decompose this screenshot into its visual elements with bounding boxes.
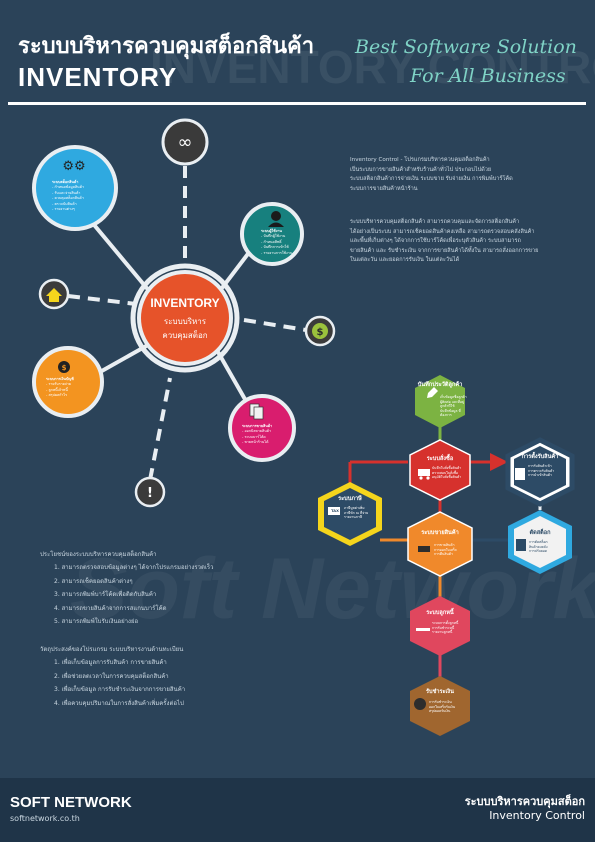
footer: SOFT NETWORK softnetwork.co.th ระบบบริหา… — [0, 778, 595, 842]
truck-icon — [418, 469, 430, 476]
flow-record-text: เก็บข้อมูลชื่อลูกค้า ผู้ติดต่อ และที่อยู… — [440, 395, 467, 418]
list-item: 3. เพื่อเก็บข้อมูล การรับชำระเงินจากการข… — [54, 686, 186, 694]
flow-purchase-text: บันทึกใบสั่งซื้อสินค้า ตรวจสอบใบสั่งซื้อ… — [432, 466, 462, 480]
infinity-icon: ∞ — [178, 132, 193, 153]
flow-tax-tag: TAX — [331, 509, 339, 513]
hub-title: INVENTORY — [150, 296, 220, 310]
flow-receive-text: การรับสินค้าเข้า การตรวจรับสินค้า การนำเ… — [528, 464, 555, 478]
flow-tax-title: ระบบภาษี — [338, 496, 362, 502]
benefits-list: ประโยชน์ของระบบบริหารควบคุมสต็อกสินค้า 1… — [40, 548, 320, 628]
flow-sales-hex — [407, 511, 473, 577]
objectives-heading: วัตถุประสงค์ของโปรแกรม ระบบบริหารงานด้าน… — [40, 646, 184, 653]
calculator-icon — [516, 539, 526, 551]
footer-brand: SOFT NETWORK — [10, 794, 132, 811]
flow-stock-text: การตัดสต็อก สินค้าคงคลัง การปรับยอด — [529, 540, 548, 554]
list-item: 3. สามารถพิมพ์บาร์โค้ดเพื่อติดกับสินค้า — [54, 591, 157, 599]
flow-purchase-hex — [409, 439, 471, 501]
connector-home — [67, 294, 137, 306]
list-item: 4. เพื่อควบคุมปริมาณในการสั่งสินค้าเพิ่ม… — [54, 699, 184, 707]
flow-record-hex — [415, 375, 465, 428]
orange-satellite — [32, 346, 104, 418]
connector-pink — [216, 351, 252, 409]
home-icon — [46, 288, 62, 302]
watermark-top: INVENTORY CONTROL — [150, 41, 595, 93]
flow-debtor-hex — [410, 596, 470, 656]
coin-icon — [58, 361, 70, 373]
objectives-list: วัตถุประสงค์ของโปรแกรม ระบบบริหารงานด้าน… — [40, 643, 320, 710]
clipboard-icon — [515, 468, 525, 480]
intro-paragraph-1: Inventory Control - โปรแกรมบริหารควบคุมส… — [350, 157, 513, 192]
alert-node — [134, 476, 166, 508]
slogan-line-2: For All Business — [410, 65, 566, 87]
flow-record-title: บันทึกประวัติลูกค้า — [417, 382, 463, 388]
list-item: 5. สามารถพิมพ์ใบรับเงินอย่างย่อ — [54, 618, 139, 626]
flow-receive-inner — [514, 446, 566, 498]
flow-tax-text: ภาษีมูลค่าเพิ่ม ภาษีหัก ณ ที่จ่าย รายงาน… — [344, 506, 369, 520]
hub-line-2: ระบบบริหาร — [163, 317, 207, 326]
tax-tag-icon — [328, 507, 340, 515]
intro-paragraph-2: ระบบบริหารควบคุมสต็อกสินค้า สามารถควบคุม… — [350, 219, 539, 264]
flow-debtor-text: ระบบการตั้งลูกหนี้ การรับชำระหนี้ รายงาน… — [432, 621, 459, 635]
header-divider — [8, 102, 586, 105]
list-item: 1. เพื่อเก็บข้อมูลการรับสินค้า การขายสิน… — [54, 659, 167, 667]
footer-url[interactable]: softnetwork.co.th — [10, 814, 80, 823]
flow-receive-title: การตั้งรับสินค้า — [521, 454, 559, 460]
hub-outer-ring — [130, 263, 240, 373]
connector-blue — [88, 218, 152, 294]
footer-product-thai: ระบบบริหารควบคุมสต็อก — [464, 796, 585, 808]
alert-icon: ! — [147, 486, 153, 501]
connector-orange — [99, 343, 149, 374]
watermark-mid: Soft Network — [70, 541, 595, 637]
list-item: 2. เพื่อช่วยลดเวลาในการควบคุมสต็อกสินค้า — [54, 672, 169, 680]
hub-line-3: ควบคุมสต็อก — [162, 331, 208, 340]
pink-satellite-text: ระบบการขายสินค้า - ออกบิลขายสินค้า - ระบ… — [242, 424, 273, 445]
flow-purchase-title: ระบบสั่งซื้อ — [426, 456, 454, 462]
pencil-icon — [427, 387, 438, 398]
users-icon — [271, 211, 281, 221]
dollar-icon: $ — [317, 327, 324, 338]
teal-satellite-text: ระบบผู้ใช้งาน - บันทึกผู้ใช้งาน - กำหนดส… — [261, 229, 293, 255]
flow-tax-inner — [324, 488, 376, 540]
slogan-line-1: Best Software Solution — [355, 36, 577, 58]
list-item: 4. สามารถขายสินค้าจากการสแกนบาร์โค้ด — [54, 604, 167, 612]
people-icon — [416, 628, 430, 631]
flow-payment-hex — [410, 676, 470, 736]
flow-payment-text: การรับชำระเงิน ออกใบเสร็จรับเงิน สรุปยอด… — [429, 700, 456, 714]
benefits-heading: ประโยชน์ของระบบบริหารควบคุมสต็อกสินค้า — [40, 551, 157, 558]
flow-debtor-title: ระบบลูกหนี้ — [426, 610, 454, 616]
page-title-thai: ระบบบริหารควบคุมสต็อกสินค้า — [18, 33, 315, 58]
hub-node — [137, 270, 233, 366]
flow-payment-title: รับชำระเงิน — [426, 689, 454, 695]
coin-flow-icon — [414, 698, 426, 710]
list-item: 2. สามารถเช็คยอดสินค้าต่างๆ — [54, 577, 133, 585]
blue-satellite-text: ระบบสต็อกสินค้า - กำหนดข้อมูลสินค้า - รั… — [52, 180, 85, 212]
connector-alert — [148, 377, 172, 481]
connector-dollar — [243, 318, 307, 332]
gears-icon: ⚙⚙ — [62, 159, 85, 174]
page-title: INVENTORY — [18, 62, 178, 92]
flow-sales-title: ระบบขายสินค้า — [421, 530, 459, 536]
flow-stock-inner — [514, 516, 566, 568]
flow-sales-text: การขายสินค้า การออกใบเสร็จ การคืนสินค้า — [434, 543, 457, 557]
flow-stock-title: ตัดสต็อก — [529, 530, 551, 536]
pink-satellite — [228, 394, 296, 462]
money-stack-icon — [418, 546, 430, 552]
footer-product-english: Inventory Control — [489, 809, 585, 822]
orange-satellite-text: ระบบการเงินบัญชี - รายรับรายจ่าย - ลูกหน… — [46, 377, 74, 398]
list-item: 1. สามารถตรวจสอบข้อมูลต่างๆ ได้จากโปรแกร… — [54, 564, 214, 572]
infinity-node — [161, 118, 209, 166]
teal-satellite — [240, 202, 304, 266]
blue-satellite — [32, 145, 118, 231]
svg-text:$: $ — [62, 364, 67, 372]
